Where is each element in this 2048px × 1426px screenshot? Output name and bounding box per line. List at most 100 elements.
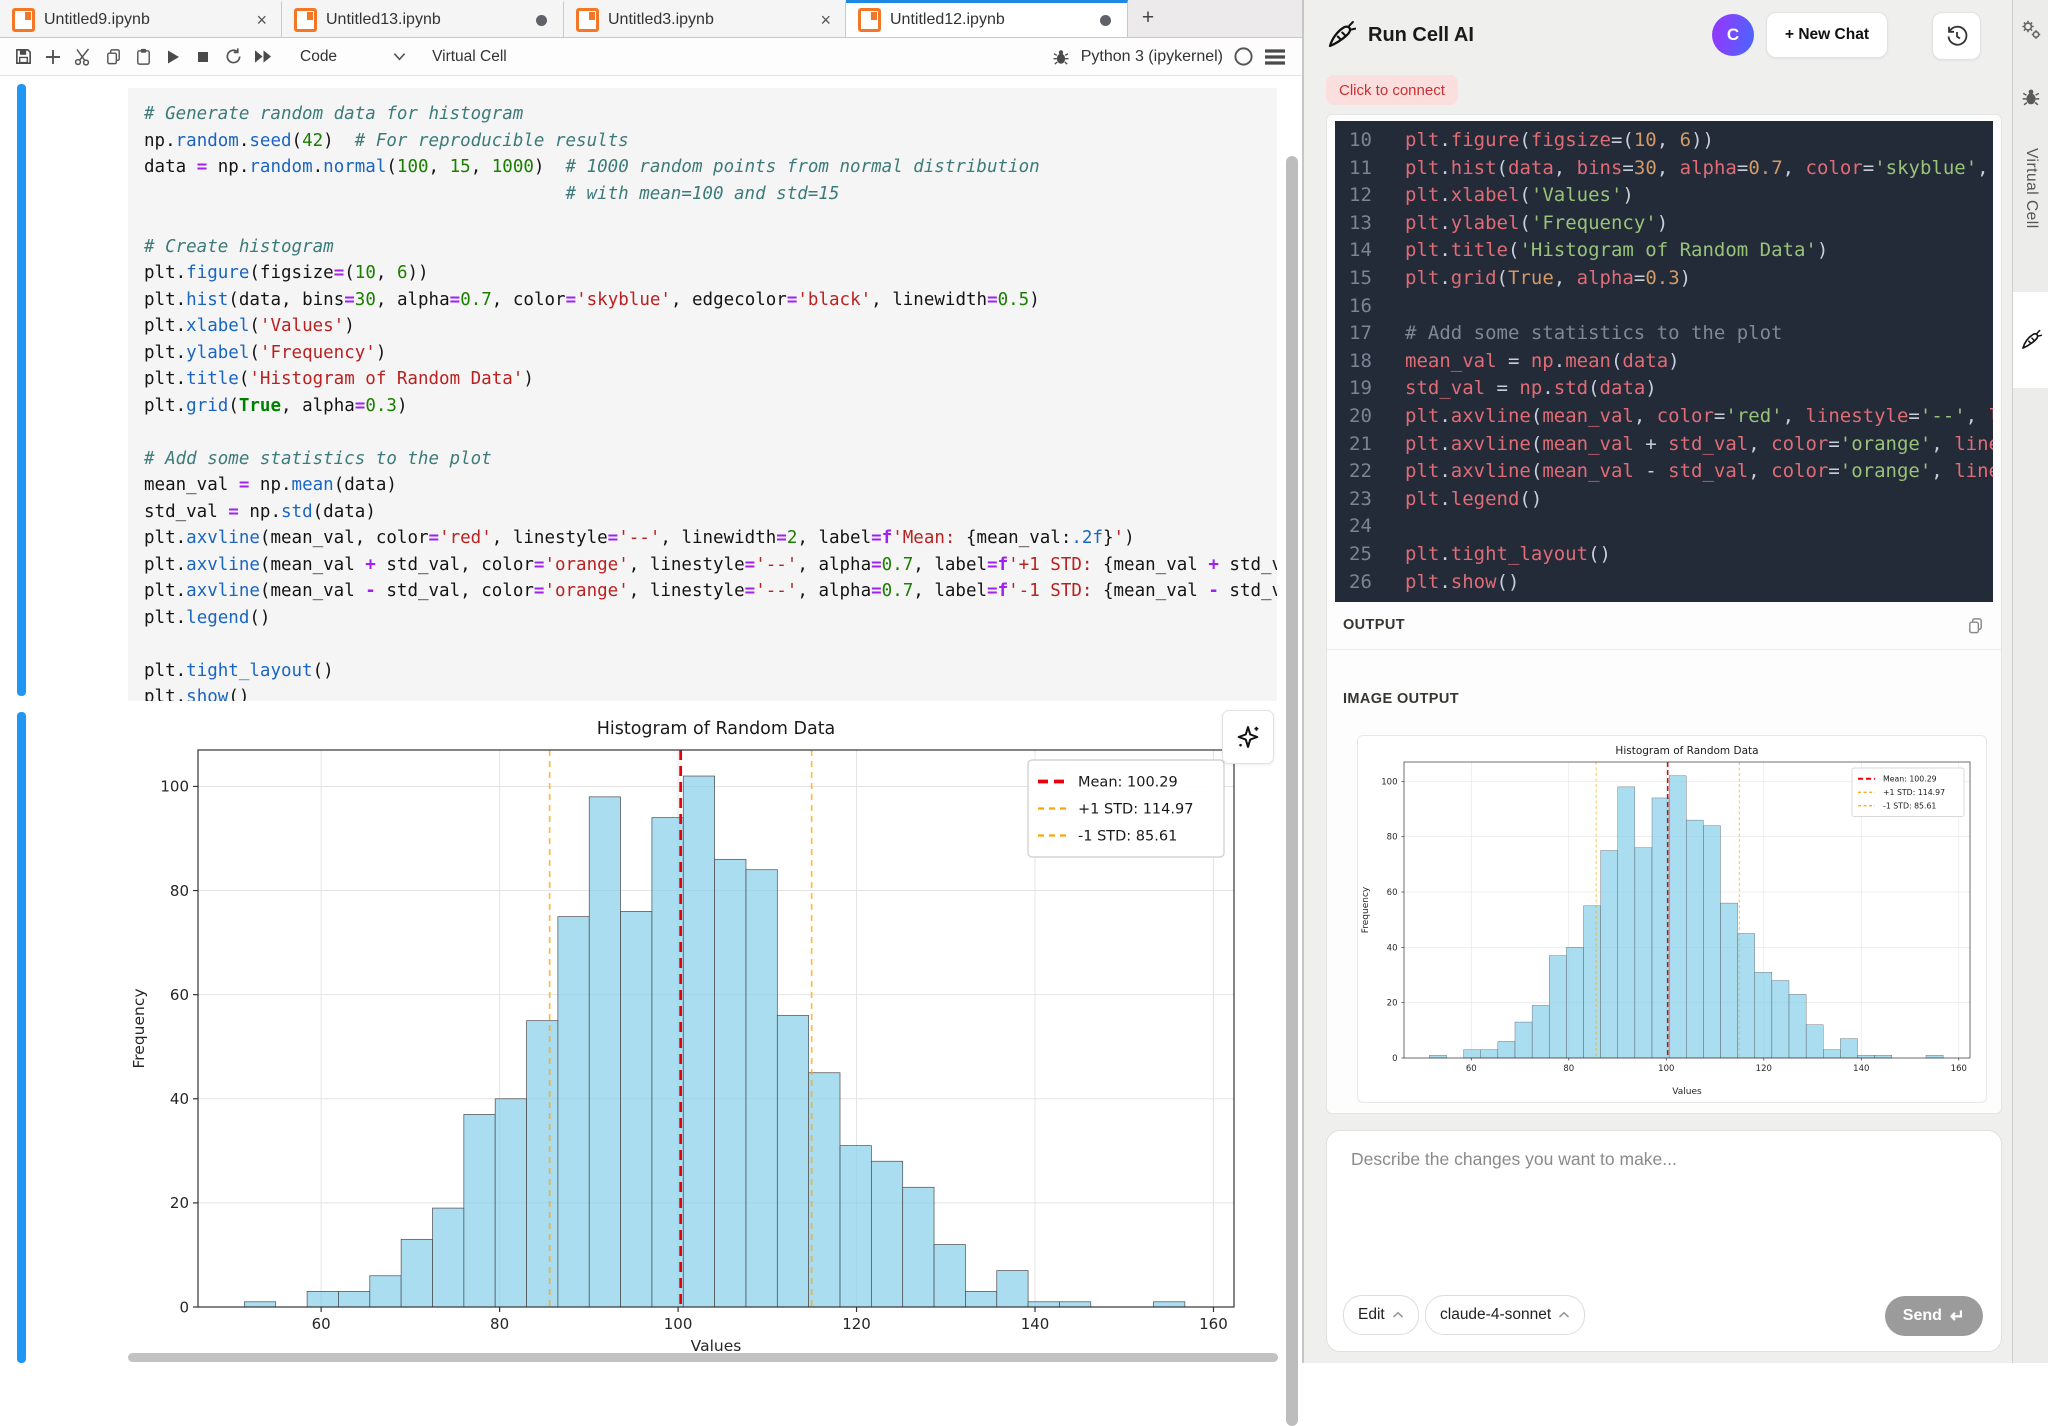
notebook-tab[interactable]: Untitled12.ipynb [846,0,1128,37]
chevron-up-icon [1558,1311,1570,1319]
code-line: 14plt.title('Histogram of Random Data') [1349,237,1993,265]
copy-cell-button[interactable] [98,44,128,70]
svg-text:60: 60 [312,1315,331,1333]
output-label: OUTPUT [1343,617,1405,633]
copy-output-button[interactable] [1966,616,1985,635]
paste-cell-button[interactable] [128,44,158,70]
code-line: plt.title('Histogram of Random Data') [144,366,1277,393]
svg-text:120: 120 [1756,1064,1772,1074]
image-output-label: IMAGE OUTPUT [1343,691,1459,707]
line-number: 18 [1349,348,1405,376]
code-line: plt.xlabel('Values') [144,313,1277,340]
svg-text:60: 60 [1466,1064,1477,1074]
send-label: Send [1903,1307,1942,1325]
chevron-down-icon [393,52,406,61]
svg-text:-1 STD: 85.61: -1 STD: 85.61 [1078,829,1177,845]
horizontal-scrollbar[interactable] [128,1353,1278,1362]
run-all-cells-button[interactable] [248,44,278,70]
code-line: 25plt.tight_layout() [1349,541,1993,569]
new-tab-button[interactable]: + [1132,2,1164,34]
notebook-file-icon [12,8,35,32]
image-output-thumbnail[interactable]: 6080100120140160020406080100Histogram of… [1357,735,1987,1103]
vertical-scrollbar[interactable] [1286,156,1298,1426]
svg-text:Frequency: Frequency [1361,886,1371,933]
code-cell-collapser[interactable] [17,84,26,696]
notebook-tab[interactable]: Untitled3.ipynb× [564,0,846,37]
add-cell-button[interactable] [38,44,68,70]
debug-tab[interactable] [2013,86,2048,108]
line-number: 19 [1349,375,1405,403]
save-icon [14,47,33,66]
svg-text:100: 100 [1381,777,1397,787]
svg-text:0: 0 [179,1298,189,1316]
plus-icon [44,48,62,66]
bug-icon [2020,86,2042,108]
notebook-tab[interactable]: Untitled9.ipynb × [0,0,282,37]
gears-icon [2019,18,2043,42]
line-number: 14 [1349,237,1405,265]
stop-icon [195,49,211,65]
history-icon [1945,24,1969,48]
svg-text:Mean: 100.29: Mean: 100.29 [1883,774,1937,783]
code-line: plt.grid(True, alpha=0.3) [144,393,1277,420]
svg-text:140: 140 [1021,1315,1050,1333]
run-cell-ai-side-tab[interactable] [2013,292,2048,388]
mode-dropdown-value: Edit [1358,1306,1385,1324]
code-line: 26plt.show() [1349,569,1993,597]
model-dropdown[interactable]: claude-4-sonnet [1425,1295,1585,1335]
tab-close-icon[interactable]: × [818,11,833,29]
histogram-chart-mini: 6080100120140160020406080100Histogram of… [1358,736,1984,1100]
svg-text:Mean: 100.29: Mean: 100.29 [1078,775,1178,791]
code-line: plt.axvline(mean_val - std_val, color='o… [144,578,1277,605]
tab-close-icon[interactable]: × [254,11,269,29]
code-line: 18mean_val = np.mean(data) [1349,348,1993,376]
cut-cell-button[interactable] [68,44,98,70]
svg-text:80: 80 [170,882,189,900]
code-line: plt.ylabel('Frequency') [144,340,1277,367]
svg-text:160: 160 [1199,1315,1228,1333]
connect-status-badge[interactable]: Click to connect [1326,75,1458,105]
notebook-panel: Untitled9.ipynb × Untitled13.ipynb Untitled… [0,0,1302,1363]
cell-output-area: 6080100120140160020406080100Histogram of… [128,704,1288,1363]
notebook-menu-icon[interactable] [1264,48,1286,66]
line-number: 20 [1349,403,1405,431]
code-line: 10plt.figure(figsize=(10, 6)) [1349,127,1993,155]
cell-type-value: Code [300,48,337,66]
run-cell-button[interactable] [158,44,188,70]
kernel-name[interactable]: Python 3 (ipykernel) [1081,48,1223,66]
svg-text:40: 40 [1387,943,1398,953]
ai-sparkle-button[interactable] [1222,710,1274,764]
new-chat-button[interactable]: + New Chat [1766,12,1888,58]
tab-label: Untitled13.ipynb [326,11,527,29]
line-number: 10 [1349,127,1405,155]
svg-text:Histogram of Random Data: Histogram of Random Data [597,719,836,739]
svg-text:80: 80 [1563,1064,1574,1074]
code-cell-editor[interactable]: # Generate random data for histogramnp.r… [128,88,1277,701]
user-avatar[interactable]: C [1712,14,1754,56]
debugger-bug-icon[interactable] [1051,47,1071,67]
mode-dropdown[interactable]: Edit [1343,1295,1419,1335]
unsaved-dot-icon [536,15,547,26]
chat-history-button[interactable] [1932,12,1981,60]
notebook-tab[interactable]: Untitled13.ipynb [282,0,564,37]
clipboard-icon [134,47,153,66]
kernel-status-icon[interactable] [1233,46,1254,67]
return-key-icon: ↵ [1950,1306,1965,1327]
code-line: 24 [1349,513,1993,541]
code-line: data = np.random.normal(100, 15, 1000) #… [144,154,1277,181]
line-number: 13 [1349,210,1405,238]
cell-type-dropdown[interactable]: Code [300,48,406,66]
tab-bar: Untitled9.ipynb × Untitled13.ipynb Untitled… [0,0,1302,38]
virtual-cell-side-tab[interactable]: Virtual Cell [2013,148,2048,234]
chat-input[interactable]: Describe the changes you want to make... [1351,1149,1677,1170]
settings-tab[interactable] [2013,18,2048,42]
tab-label: Untitled9.ipynb [44,11,245,29]
restart-kernel-button[interactable] [218,44,248,70]
send-button[interactable]: Send ↵ [1885,1296,1983,1336]
unsaved-dot-icon [1100,15,1111,26]
output-cell-collapser[interactable] [17,712,26,1363]
stop-kernel-button[interactable] [188,44,218,70]
save-button[interactable] [8,44,38,70]
code-line: 12plt.xlabel('Values') [1349,182,1993,210]
line-number: 24 [1349,513,1405,541]
